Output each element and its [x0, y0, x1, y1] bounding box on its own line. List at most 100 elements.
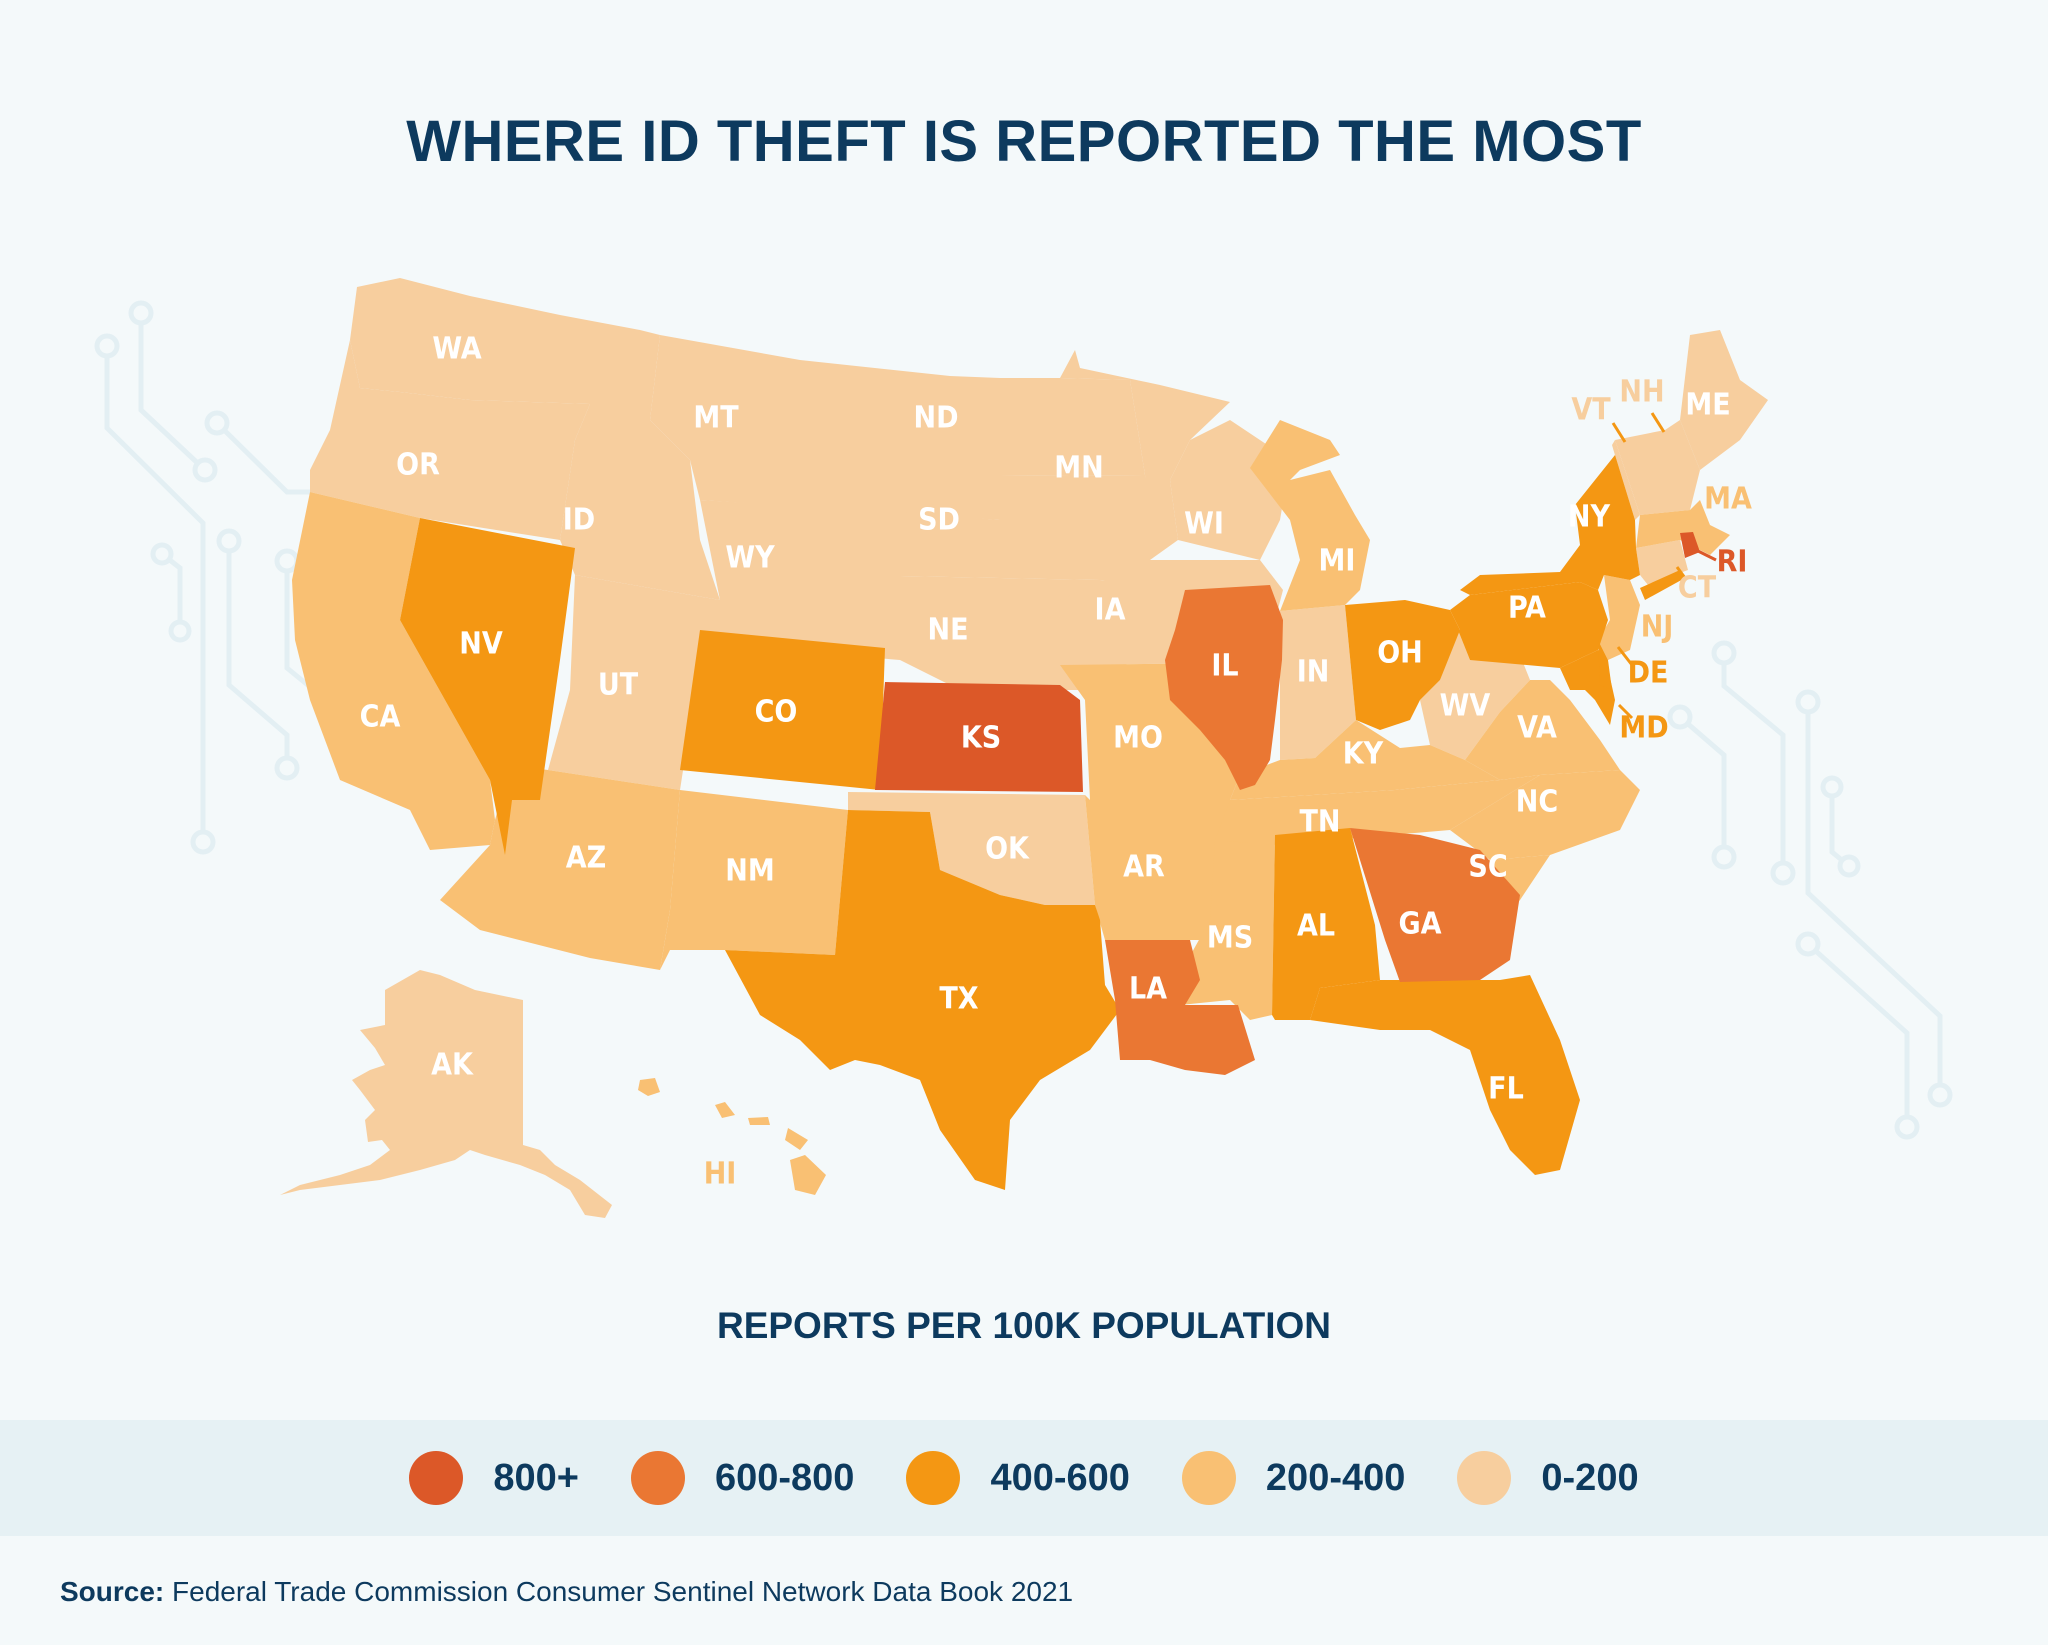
label-oh: OH [1377, 636, 1423, 671]
label-nh: NH [1619, 375, 1664, 410]
label-me: ME [1685, 388, 1730, 423]
label-nv: NV [459, 627, 503, 662]
label-in: IN [1297, 655, 1330, 690]
state-il [1165, 585, 1283, 790]
legend-item-600-800: 600-800 [630, 1451, 855, 1505]
label-sd: SD [918, 503, 960, 538]
state-nh [1615, 420, 1700, 515]
legend-item-400-600: 400-600 [906, 1451, 1130, 1505]
state-la [1105, 940, 1255, 1075]
state-ga [1350, 828, 1520, 982]
state-ri [1680, 532, 1700, 558]
label-nc: NC [1516, 785, 1558, 820]
label-id: ID [563, 503, 595, 538]
state-me [1680, 330, 1768, 470]
label-ne: NE [927, 613, 968, 648]
label-ia: IA [1095, 593, 1126, 628]
state-nd [1000, 378, 1145, 476]
legend-swatch-icon [906, 1451, 961, 1505]
legend-label: 0-200 [1541, 1456, 1639, 1499]
legend-title: REPORTS PER 100K POPULATION [716, 1305, 1332, 1346]
label-ut: UT [598, 668, 639, 703]
state-hi [638, 1078, 826, 1195]
state-ky [1230, 720, 1500, 800]
state-nv [400, 518, 575, 855]
label-ak: AK [431, 1048, 474, 1083]
state-ut [548, 575, 720, 790]
label-co: CO [755, 695, 798, 730]
label-nm: NM [725, 854, 774, 889]
page-title: WHERE ID THEFT IS REPORTED THE MOST [406, 109, 1642, 174]
legend-label: 400-600 [990, 1456, 1130, 1499]
legend: 800+ 600-800 400-600 200-400 0-200 [0, 1420, 2048, 1536]
legend-item-0-200: 0-200 [1457, 1451, 1639, 1505]
state-ny [1460, 445, 1640, 595]
state-pa [1450, 582, 1608, 668]
source-prefix: Source: [60, 1576, 165, 1607]
states [280, 278, 1768, 1218]
state-ca [292, 492, 495, 850]
label-de: DE [1628, 656, 1669, 691]
label-al: AL [1297, 909, 1335, 944]
state-nm [660, 790, 848, 970]
label-tn: TN [1299, 805, 1340, 840]
label-tx: TX [939, 982, 978, 1017]
label-ks: KS [961, 721, 1001, 756]
state-wy [700, 500, 900, 660]
state-id [560, 330, 720, 600]
label-ny: NY [1568, 500, 1611, 535]
legend-swatch-icon [630, 1451, 685, 1505]
label-az: AZ [566, 841, 606, 876]
legend-label: 800+ [493, 1456, 579, 1499]
state-fl [1310, 975, 1580, 1175]
legend-label: 200-400 [1265, 1456, 1406, 1499]
state-tn [1215, 775, 1540, 845]
label-ga: GA [1398, 907, 1441, 942]
state-ar [1085, 795, 1245, 940]
legend-swatch-icon [1181, 1451, 1236, 1505]
state-al [1272, 828, 1380, 1020]
label-ri: RI [1717, 545, 1748, 580]
state-ma [1636, 500, 1730, 555]
label-md: MD [1619, 711, 1668, 746]
state-labels: WA OR MT ND MN ID SD WI WY IA NE NV UT C… [360, 332, 1752, 1192]
label-il: IL [1211, 649, 1238, 684]
state-ny-li [1640, 570, 1685, 600]
legend-swatch-icon [1457, 1451, 1512, 1505]
label-mt: MT [693, 401, 739, 436]
legend-item-800-plus: 800+ [409, 1451, 579, 1505]
state-nc [1450, 770, 1640, 860]
source-text: Federal Trade Commission Consumer Sentin… [172, 1576, 1074, 1607]
state-or [310, 340, 590, 540]
state-co [680, 630, 885, 790]
source-note: Source: Federal Trade Commission Consume… [60, 1576, 1073, 1608]
state-sd [900, 475, 1150, 585]
circuit-decoration-left [94, 300, 322, 855]
label-ct: CT [1678, 571, 1717, 606]
state-tx [725, 810, 1120, 1190]
label-hi: HI [704, 1157, 737, 1192]
state-va [1465, 680, 1620, 780]
label-ma: MA [1704, 482, 1752, 517]
state-oh [1345, 600, 1460, 730]
label-va: VA [1517, 711, 1557, 746]
legend-label: 600-800 [714, 1456, 855, 1499]
label-wy: WY [725, 541, 775, 576]
label-ok: OK [985, 832, 1030, 867]
label-or: OR [396, 448, 440, 483]
state-de [1598, 640, 1612, 690]
label-vt: VT [1571, 393, 1611, 428]
state-ok [848, 792, 1095, 905]
label-ky: KY [1343, 737, 1384, 772]
state-wa [350, 278, 640, 404]
state-nj [1598, 575, 1640, 660]
label-ar: AR [1123, 850, 1165, 885]
label-la: LA [1129, 972, 1167, 1007]
state-vt [1612, 440, 1640, 520]
state-ms [1180, 835, 1275, 1020]
label-ca: CA [360, 700, 401, 735]
state-in [1280, 605, 1356, 760]
legend-item-200-400: 200-400 [1181, 1451, 1406, 1505]
circuit-decoration-right [1667, 640, 1953, 1140]
